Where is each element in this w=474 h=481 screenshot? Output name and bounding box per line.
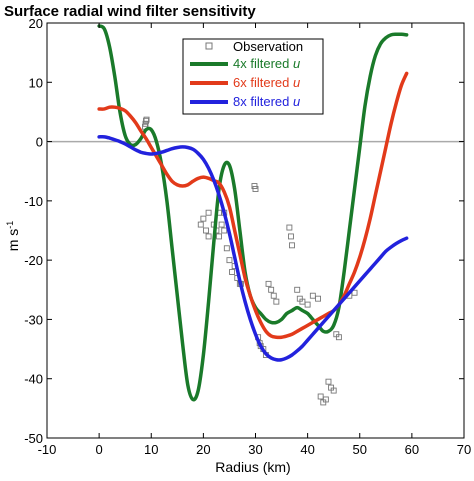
- legend-series-8x-var: u: [293, 94, 300, 109]
- x-tick-label: 20: [196, 442, 210, 457]
- observation-point: [304, 301, 311, 308]
- legend-box: [182, 38, 324, 115]
- x-tick-label: 70: [457, 442, 471, 457]
- x-tick-label: -10: [38, 442, 57, 457]
- legend-observation-label: Observation: [233, 39, 303, 54]
- x-tick-label: 10: [144, 442, 158, 457]
- observation-point: [223, 245, 230, 252]
- y-tick-label: 20: [29, 16, 43, 31]
- observation-point: [315, 295, 321, 302]
- observation-point: [325, 378, 332, 385]
- observation-point: [203, 227, 209, 234]
- observation-point: [317, 393, 324, 400]
- observation-point: [252, 186, 259, 192]
- legend-series-6x-label: 6x filtered u: [233, 75, 300, 90]
- observation-point: [205, 233, 212, 240]
- x-axis-label: Radius (km): [215, 459, 290, 475]
- x-tick-label: 0: [96, 442, 103, 457]
- observation-point: [270, 292, 277, 299]
- observation-point: [351, 289, 358, 296]
- y-axis-label-unit: m s: [5, 229, 21, 252]
- legend-series-4x-label: 4x filtered u: [233, 56, 300, 71]
- observation-point: [322, 396, 329, 403]
- series-6x-line: [97, 71, 409, 340]
- legend-series-4x-prefix: 4x filtered: [233, 56, 293, 71]
- legend-series-8x-prefix: 8x filtered: [233, 94, 293, 109]
- legend-series-6x-prefix: 6x filtered: [233, 75, 293, 90]
- y-tick-label: 10: [29, 75, 43, 90]
- observation-point: [251, 183, 258, 189]
- observation-point: [273, 298, 280, 305]
- observation-point: [268, 286, 275, 293]
- y-tick-label: -10: [24, 194, 43, 209]
- observation-point: [289, 242, 295, 249]
- legend-series-6x-var: u: [293, 75, 300, 90]
- observation-point: [330, 387, 337, 394]
- observation-point: [216, 233, 222, 240]
- observation-point: [218, 221, 225, 228]
- y-tick-label: -40: [24, 372, 43, 387]
- y-tick-label: 0: [36, 135, 43, 150]
- y-tick-label: -50: [24, 431, 43, 446]
- chart-title: Surface radial wind filter sensitivity: [4, 3, 256, 20]
- observation-point: [205, 209, 212, 216]
- x-tick-label: 50: [353, 442, 367, 457]
- legend-observation-marker: [205, 42, 213, 50]
- series-8x-line: [97, 134, 409, 362]
- observation-point: [197, 221, 204, 228]
- observation-point: [142, 120, 149, 127]
- observation-point: [286, 224, 293, 231]
- series-lines: [97, 24, 409, 402]
- observation-point: [299, 298, 306, 305]
- observation-point: [265, 280, 272, 287]
- observation-point: [294, 286, 301, 293]
- y-axis-label: m s-1: [5, 221, 21, 252]
- y-axis-label-superscript: -1: [5, 221, 15, 229]
- observation-point: [200, 215, 207, 222]
- observation-point: [221, 227, 228, 234]
- observation-point: [309, 292, 316, 299]
- y-tick-label: -20: [24, 253, 43, 268]
- x-axis-ticks: -10 0 10 20 30 40 50 60 70: [38, 23, 471, 457]
- x-tick-label: 60: [405, 442, 419, 457]
- observation-point: [229, 269, 235, 275]
- legend-series-4x-var: u: [293, 56, 300, 71]
- x-tick-label: 40: [300, 442, 314, 457]
- observation-point: [143, 117, 149, 124]
- observation-point: [143, 116, 150, 123]
- legend: Observation 4x filtered u 6x filtered u …: [182, 38, 324, 115]
- y-axis-ticks: 20 10 0 -10 -20 -30 -40 -50: [24, 16, 464, 446]
- observation-point: [335, 334, 342, 341]
- observation-point: [287, 233, 294, 240]
- x-tick-label: 30: [248, 442, 262, 457]
- legend-series-8x-label: 8x filtered u: [233, 94, 300, 109]
- observation-point: [226, 257, 233, 264]
- y-tick-label: -30: [24, 312, 43, 327]
